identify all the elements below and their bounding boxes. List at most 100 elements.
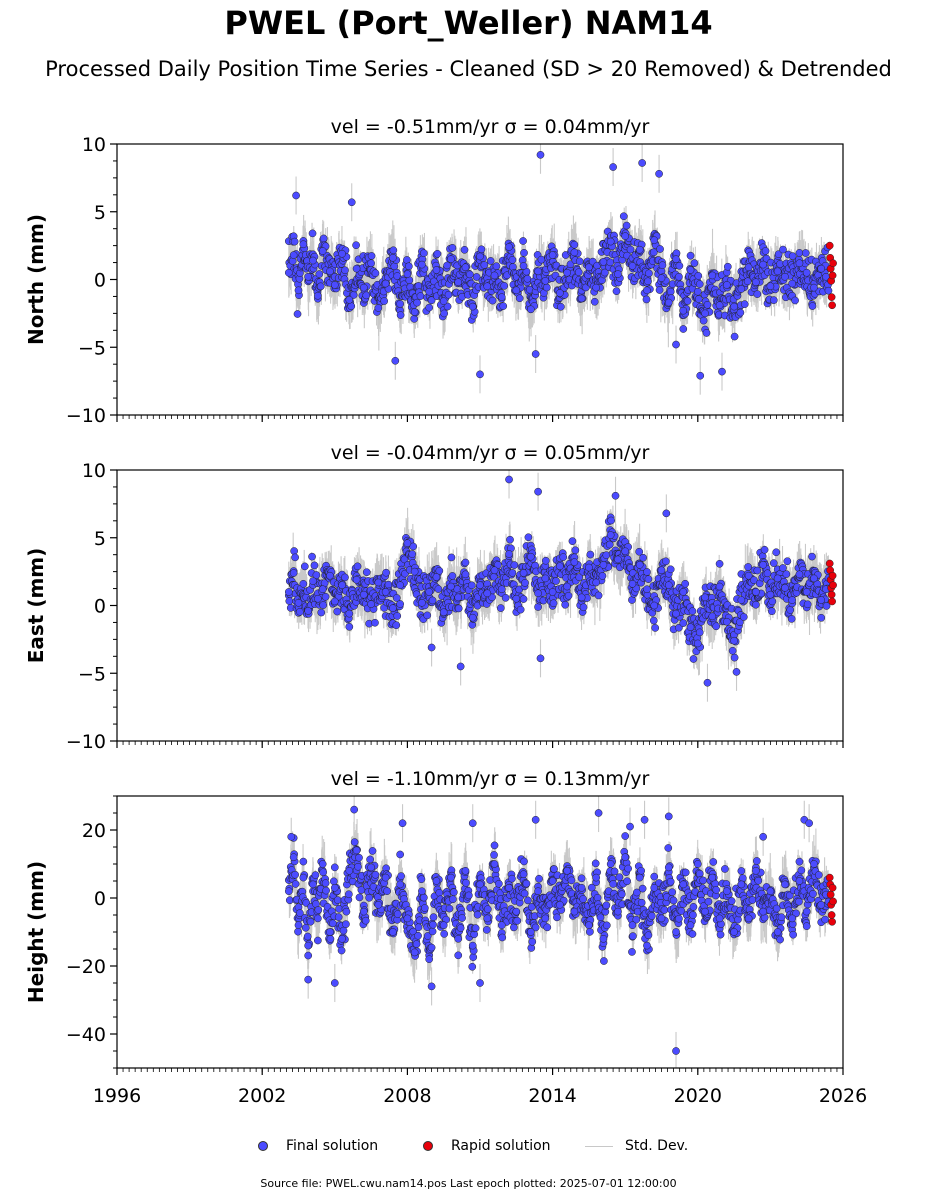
rapid-solution-points xyxy=(825,241,837,310)
final-point xyxy=(410,308,419,316)
final-point xyxy=(443,261,451,270)
final-point xyxy=(723,262,732,271)
final-solution-points xyxy=(284,150,833,380)
final-point xyxy=(508,256,517,264)
final-point xyxy=(740,300,749,309)
final-point xyxy=(443,302,452,311)
final-point xyxy=(461,263,470,272)
final-point xyxy=(480,261,489,269)
rapid-point xyxy=(829,259,837,268)
final-point xyxy=(556,289,564,297)
final-point xyxy=(403,270,412,278)
y-tick-label: 5 xyxy=(94,202,106,224)
final-point xyxy=(715,301,724,310)
final-point xyxy=(352,241,360,250)
final-outlier-point xyxy=(536,150,545,159)
final-point xyxy=(675,272,683,281)
final-point xyxy=(433,249,442,258)
final-point xyxy=(570,240,579,249)
final-point xyxy=(304,272,313,281)
final-point xyxy=(499,302,508,310)
final-point xyxy=(736,308,745,317)
final-point xyxy=(309,256,317,265)
final-point xyxy=(563,268,571,277)
final-point xyxy=(574,268,583,277)
final-point xyxy=(534,267,542,276)
final-point xyxy=(420,249,428,258)
final-point xyxy=(347,302,356,311)
final-point xyxy=(599,258,608,266)
final-outlier-point xyxy=(655,169,663,178)
final-point xyxy=(679,325,688,333)
final-point xyxy=(658,261,667,270)
final-point xyxy=(817,264,826,273)
final-point xyxy=(824,286,833,295)
final-point xyxy=(389,246,398,255)
final-outlier-point xyxy=(609,163,617,171)
chart-canvas: −10 −5 0 5 10 vel = -0.51mm/yr σ = 0.04mm/yr N… xyxy=(24,116,867,1107)
final-point xyxy=(664,298,673,307)
final-point xyxy=(694,271,703,280)
final-point xyxy=(439,297,448,306)
final-point xyxy=(542,283,551,292)
final-point xyxy=(427,296,436,305)
panel-1: −10 −5 0 5 10 vel = -0.51mm/yr σ = 0.04mm/yr N… xyxy=(24,116,844,427)
final-point xyxy=(413,298,421,307)
final-point xyxy=(520,248,528,257)
final-point xyxy=(465,270,474,279)
final-point xyxy=(512,286,521,295)
final-point xyxy=(708,271,717,280)
final-point xyxy=(773,267,782,276)
final-outlier-point xyxy=(531,350,540,358)
final-point xyxy=(425,287,434,296)
final-point xyxy=(330,281,339,289)
final-point xyxy=(326,267,334,276)
final-point xyxy=(316,282,325,291)
final-point xyxy=(338,249,346,258)
final-point xyxy=(341,266,349,275)
final-point xyxy=(500,281,509,290)
final-point xyxy=(393,272,402,280)
final-point xyxy=(345,295,354,304)
final-point xyxy=(737,285,746,293)
final-point xyxy=(367,252,376,260)
final-point xyxy=(635,245,644,254)
final-point xyxy=(644,277,652,286)
final-point xyxy=(526,305,535,314)
final-point xyxy=(614,270,622,278)
final-point xyxy=(476,252,484,261)
final-point xyxy=(284,268,293,277)
final-point xyxy=(690,259,699,267)
rapid-point xyxy=(828,301,836,310)
final-point xyxy=(371,269,380,278)
final-point xyxy=(642,295,651,304)
final-point xyxy=(519,237,527,245)
final-outlier-point xyxy=(391,356,400,365)
final-point xyxy=(649,248,658,257)
final-outlier-point xyxy=(292,191,300,200)
final-point xyxy=(405,262,413,271)
final-point xyxy=(621,232,630,240)
final-point xyxy=(761,247,770,255)
final-point xyxy=(675,261,684,270)
final-point xyxy=(359,283,368,292)
final-point xyxy=(460,245,469,254)
final-point xyxy=(374,304,383,312)
final-point xyxy=(290,237,299,246)
final-point xyxy=(701,309,709,318)
rapid-point xyxy=(827,293,836,301)
final-point xyxy=(650,236,659,245)
final-point xyxy=(592,283,601,292)
final-point xyxy=(515,294,524,303)
final-point xyxy=(693,287,702,296)
y-axis-label: North (mm) xyxy=(24,214,48,345)
final-point xyxy=(556,302,565,311)
final-point xyxy=(477,245,486,254)
final-point xyxy=(730,302,738,311)
final-point xyxy=(519,262,528,270)
final-point xyxy=(622,221,631,230)
final-point xyxy=(683,297,692,305)
rapid-point xyxy=(825,241,834,250)
final-point xyxy=(744,263,753,272)
